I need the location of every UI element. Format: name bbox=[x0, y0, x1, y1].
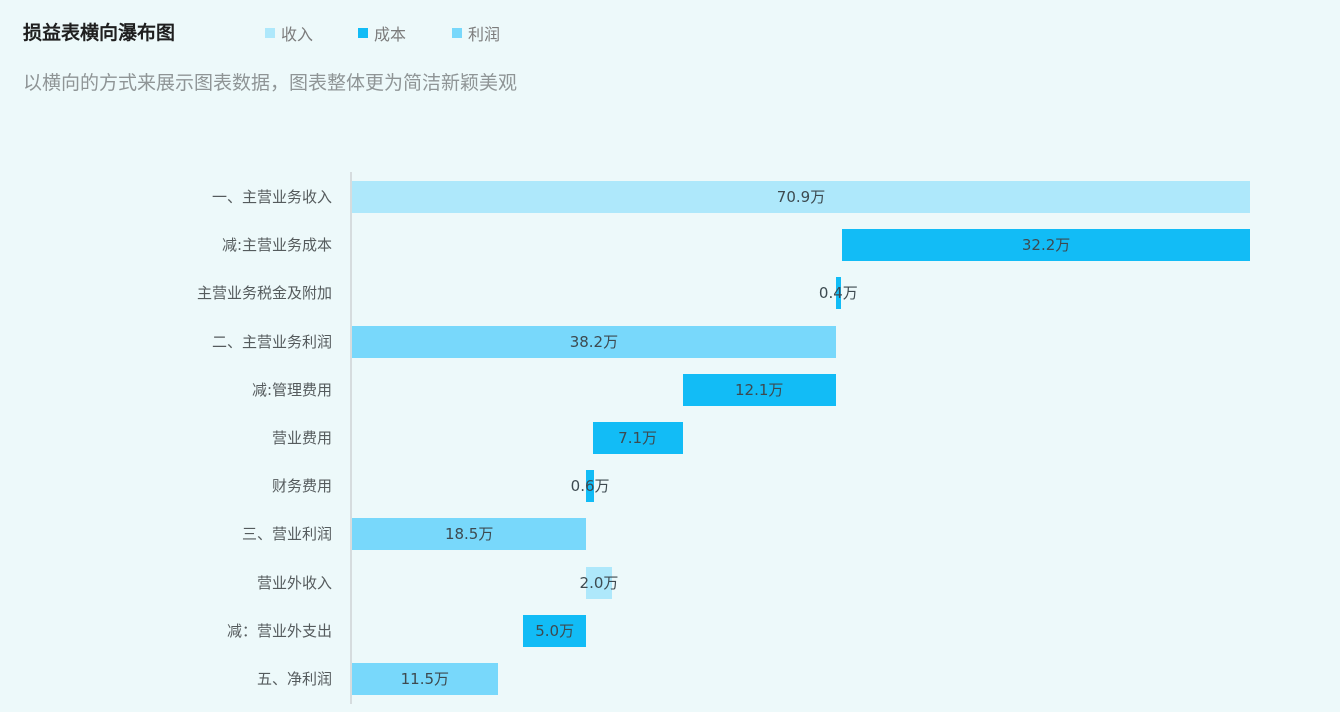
bar-value-label: 70.9万 bbox=[776, 188, 826, 206]
bar-cost[interactable] bbox=[835, 277, 841, 309]
bar-value-label: 32.2万 bbox=[1021, 236, 1071, 254]
category-label: 五、净利润 bbox=[256, 670, 332, 688]
bar-value-label: 11.5万 bbox=[400, 670, 450, 688]
square-icon bbox=[452, 28, 462, 38]
bar-value-label: 7.1万 bbox=[618, 429, 658, 447]
category-label: 减:管理费用 bbox=[251, 381, 332, 399]
legend-item-income[interactable]: 收入 bbox=[265, 22, 313, 44]
category-label: 主营业务税金及附加 bbox=[196, 284, 332, 302]
category-label: 财务费用 bbox=[271, 477, 332, 495]
bar-value-label: 2.0万 bbox=[579, 574, 619, 592]
bar-cost[interactable] bbox=[586, 470, 594, 502]
bar-cost[interactable] bbox=[592, 422, 683, 454]
legend-label: 收入 bbox=[281, 25, 314, 44]
category-label: 二、主营业务利润 bbox=[211, 333, 332, 351]
legend-item-profit[interactable]: 利润 bbox=[452, 22, 500, 44]
category-label: 一、主营业务收入 bbox=[211, 188, 332, 206]
bar-cost[interactable] bbox=[522, 615, 587, 647]
bar-income[interactable] bbox=[352, 181, 1250, 213]
bar-value-label: 18.5万 bbox=[444, 525, 494, 543]
chart-title: 损益表横向瀑布图 bbox=[23, 22, 176, 44]
bar-cost[interactable] bbox=[842, 229, 1250, 261]
bar-profit[interactable] bbox=[352, 663, 498, 695]
category-label: 减：营业外支出 bbox=[226, 622, 332, 640]
legend-label: 利润 bbox=[468, 25, 501, 44]
bar-value-label: 0.4万 bbox=[818, 284, 858, 302]
bar-cost[interactable] bbox=[682, 374, 836, 406]
bar-value-label: 12.1万 bbox=[735, 381, 784, 399]
category-label: 三、营业利润 bbox=[241, 525, 332, 543]
bar-value-label: 0.6万 bbox=[570, 477, 610, 495]
square-icon bbox=[358, 28, 368, 38]
bar-income[interactable] bbox=[586, 567, 612, 599]
bar-profit[interactable] bbox=[352, 326, 836, 358]
bar-profit[interactable] bbox=[352, 518, 587, 550]
chart-subtitle: 以横向的方式来展示图表数据，图表整体更为简洁新颖美观 bbox=[23, 72, 518, 94]
category-label: 减:主营业务成本 bbox=[221, 236, 332, 254]
bar-value-label: 38.2万 bbox=[569, 333, 619, 351]
bar-value-label: 5.0万 bbox=[535, 622, 575, 640]
category-label: 营业费用 bbox=[271, 429, 332, 447]
y-axis-line bbox=[350, 172, 352, 704]
square-icon bbox=[265, 28, 275, 38]
category-label: 营业外收入 bbox=[256, 574, 332, 592]
legend-label: 成本 bbox=[374, 25, 407, 44]
legend-item-cost[interactable]: 成本 bbox=[358, 22, 406, 44]
